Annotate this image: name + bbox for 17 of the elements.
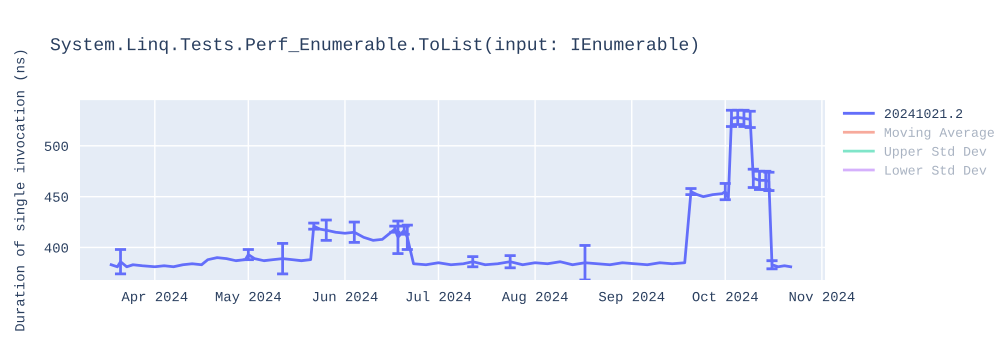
x-tick-label: May 2024 (216, 292, 281, 304)
y-tick-label: 450 (44, 192, 68, 202)
chart-title: System.Linq.Tests.Perf_Enumerable.ToList(input: IEnumerable) (50, 37, 698, 54)
x-tick-label: Nov 2024 (790, 292, 855, 302)
x-tick-label: Aug 2024 (502, 292, 568, 304)
x-tick-label: Jul 2024 (406, 291, 472, 302)
x-tick-label: Oct 2024 (692, 292, 758, 302)
legend-label: Lower Std Dev (885, 165, 986, 175)
y-axis-title: Duration of single invocation (ns) (14, 50, 28, 331)
x-tick-label: Sep 2024 (598, 292, 664, 304)
y-tick-label: 500 (44, 142, 68, 152)
x-tick-label: Jun 2024 (312, 292, 378, 302)
y-tick-label: 400 (44, 243, 68, 253)
legend-label: Moving Average (884, 127, 994, 140)
legend-label: Upper Std Dev (884, 146, 986, 158)
legend-label: 20241021.2 (884, 109, 962, 118)
x-tick-label: Apr 2024 (121, 292, 188, 304)
